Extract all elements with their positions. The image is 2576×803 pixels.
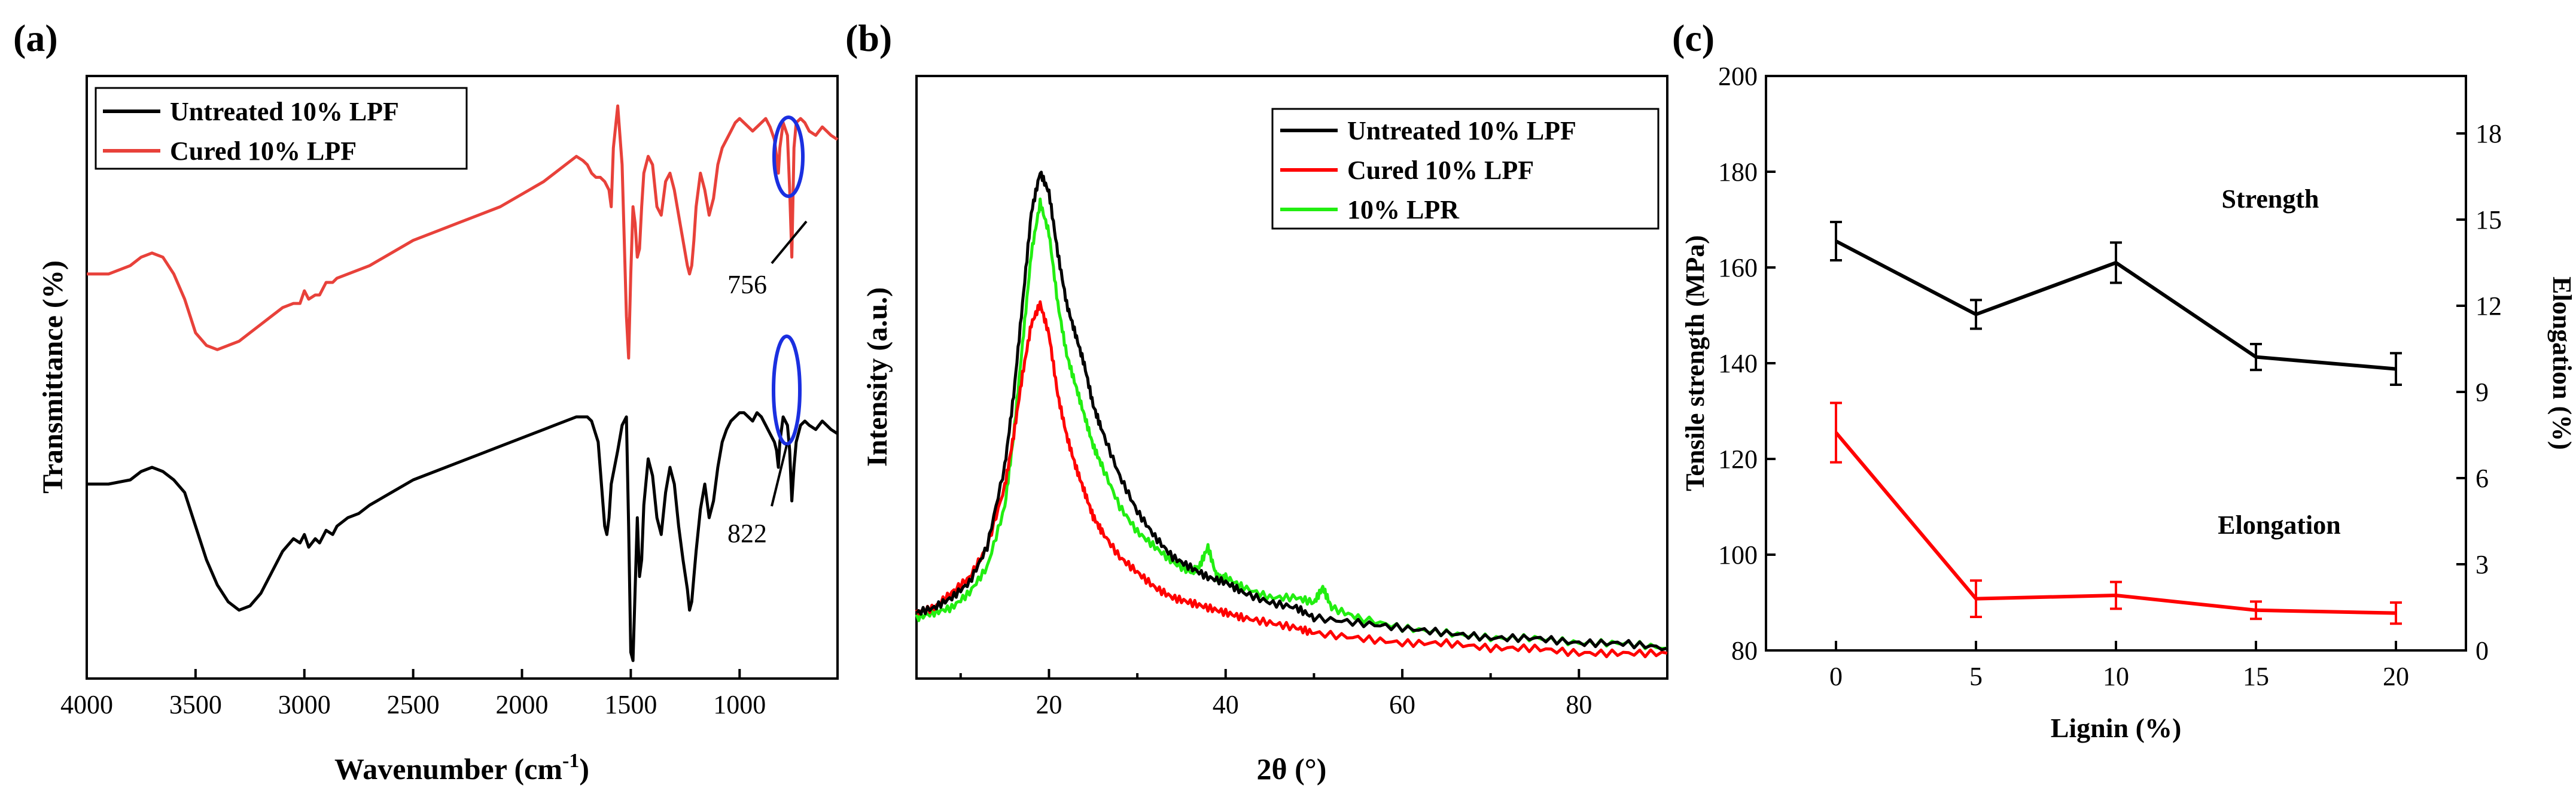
xrd-plot-frame <box>915 75 1668 680</box>
xrd-legend-lpr: 10% LPR <box>1347 195 1460 224</box>
ftir-annotation-822: 822 <box>727 519 767 548</box>
xrd-line-10-lpr <box>915 197 1668 650</box>
xrd-x-ticks: 20 40 60 80 <box>959 669 1668 719</box>
ftir-x-label: Wavenumber (cm-1) <box>334 750 589 786</box>
ftir-pointer-822 <box>771 445 788 507</box>
panel-label-c: (c) <box>1672 17 1715 59</box>
strength-annotation: Strength <box>2222 184 2319 214</box>
xrd-series <box>915 171 1668 659</box>
ftir-x-tick-label: 3500 <box>169 690 222 719</box>
elongation-y2-tick-label: 0 <box>2475 636 2489 665</box>
tensile-y-tick-label: 100 <box>1718 540 1758 570</box>
xrd-y-label: Intensity (a.u.) <box>861 287 893 467</box>
tensile-y-tick-label: 160 <box>1718 253 1758 282</box>
xrd-line-cured-10-lpf <box>915 300 1668 659</box>
ftir-pointer-756 <box>771 220 808 264</box>
tensile-x-tick-label: 5 <box>1969 662 1983 691</box>
ftir-chart: 4000 3500 3000 2500 2000 1500 1000 Untreated 1… <box>37 75 839 786</box>
tensile-x-tick-label: 0 <box>1829 662 1843 691</box>
ftir-series <box>87 104 839 662</box>
ftir-line-untreated-10-lpf <box>87 411 839 662</box>
tensile-x-tick-label: 20 <box>2383 662 2409 691</box>
elongation-annotation: Elongation <box>2218 510 2340 540</box>
xrd-legend-untreated: Untreated 10% LPF <box>1347 116 1576 145</box>
elongation-y2-tick-label: 9 <box>2475 378 2489 407</box>
ftir-plot-frame <box>86 75 839 680</box>
ftir-y-label: Transmittance (%) <box>37 260 69 494</box>
ftir-x-tick-label: 1000 <box>713 690 766 719</box>
elongation-y2-tick-label: 12 <box>2475 291 2502 321</box>
ftir-highlight-822 <box>772 334 802 446</box>
tensile-y-tick-label: 180 <box>1718 157 1758 187</box>
tensile-y-tick-label: 120 <box>1718 445 1758 474</box>
elongation-y2-label: Elongation (%) <box>2547 276 2576 450</box>
xrd-legend: Untreated 10% LPF Cured 10% LPF 10% LPR <box>1271 108 1660 230</box>
panel-label-b: (b) <box>845 17 892 59</box>
elongation-y2-tick-label: 3 <box>2475 550 2489 579</box>
xrd-x-label: 2θ (°) <box>1257 752 1327 786</box>
tensile-plot-frame <box>1765 75 2467 652</box>
tensile-x-label: Lignin (%) <box>2051 713 2182 743</box>
ftir-x-tick-label: 2500 <box>387 690 440 719</box>
xrd-x-tick-label: 40 <box>1213 690 1239 719</box>
panel-label-a: (a) <box>13 17 58 59</box>
ftir-x-tick-label: 2000 <box>496 690 549 719</box>
xrd-x-tick-label: 60 <box>1389 690 1415 719</box>
ftir-highlight-756 <box>772 115 805 198</box>
xrd-legend-cured: Cured 10% LPF <box>1347 156 1534 185</box>
tensile-x-tick-label: 15 <box>2243 662 2269 691</box>
tensile-y-tick-label: 140 <box>1718 349 1758 378</box>
elongation-y2-tick-label: 6 <box>2475 464 2489 493</box>
tensile-y-tick-label: 80 <box>1731 636 1758 665</box>
xrd-chart: 20 40 60 80 Untreated 10% LPF Cured 10% LPF… <box>861 75 1668 786</box>
ftir-legend: Untreated 10% LPF Cured 10% LPF <box>95 87 468 170</box>
ftir-line-cured-10-lpf <box>87 104 839 360</box>
xrd-line-untreated-10-lpf <box>915 171 1668 652</box>
xrd-x-tick-label: 80 <box>1566 690 1592 719</box>
ftir-legend-box <box>95 87 468 170</box>
ftir-x-tick-label: 4000 <box>60 690 113 719</box>
ftir-x-tick-label: 3000 <box>278 690 331 719</box>
ftir-legend-untreated: Untreated 10% LPF <box>170 97 399 126</box>
ftir-legend-cured: Cured 10% LPF <box>170 136 357 166</box>
tensile-y-tick-label: 200 <box>1718 62 1758 91</box>
ftir-annotation-756: 756 <box>727 270 767 299</box>
xrd-x-tick-label: 20 <box>1036 690 1062 719</box>
tensile-y-label: Tensile strength (MPa) <box>1680 235 1710 491</box>
tensile-series <box>1830 221 2402 625</box>
ftir-x-tick-label: 1500 <box>604 690 657 719</box>
elongation-y2-tick-label: 15 <box>2475 205 2502 235</box>
elongation-y2-tick-label: 18 <box>2475 119 2502 148</box>
ftir-x-ticks: 4000 3500 3000 2500 2000 1500 1000 <box>60 669 766 719</box>
tensile-x-tick-label: 10 <box>2103 662 2129 691</box>
